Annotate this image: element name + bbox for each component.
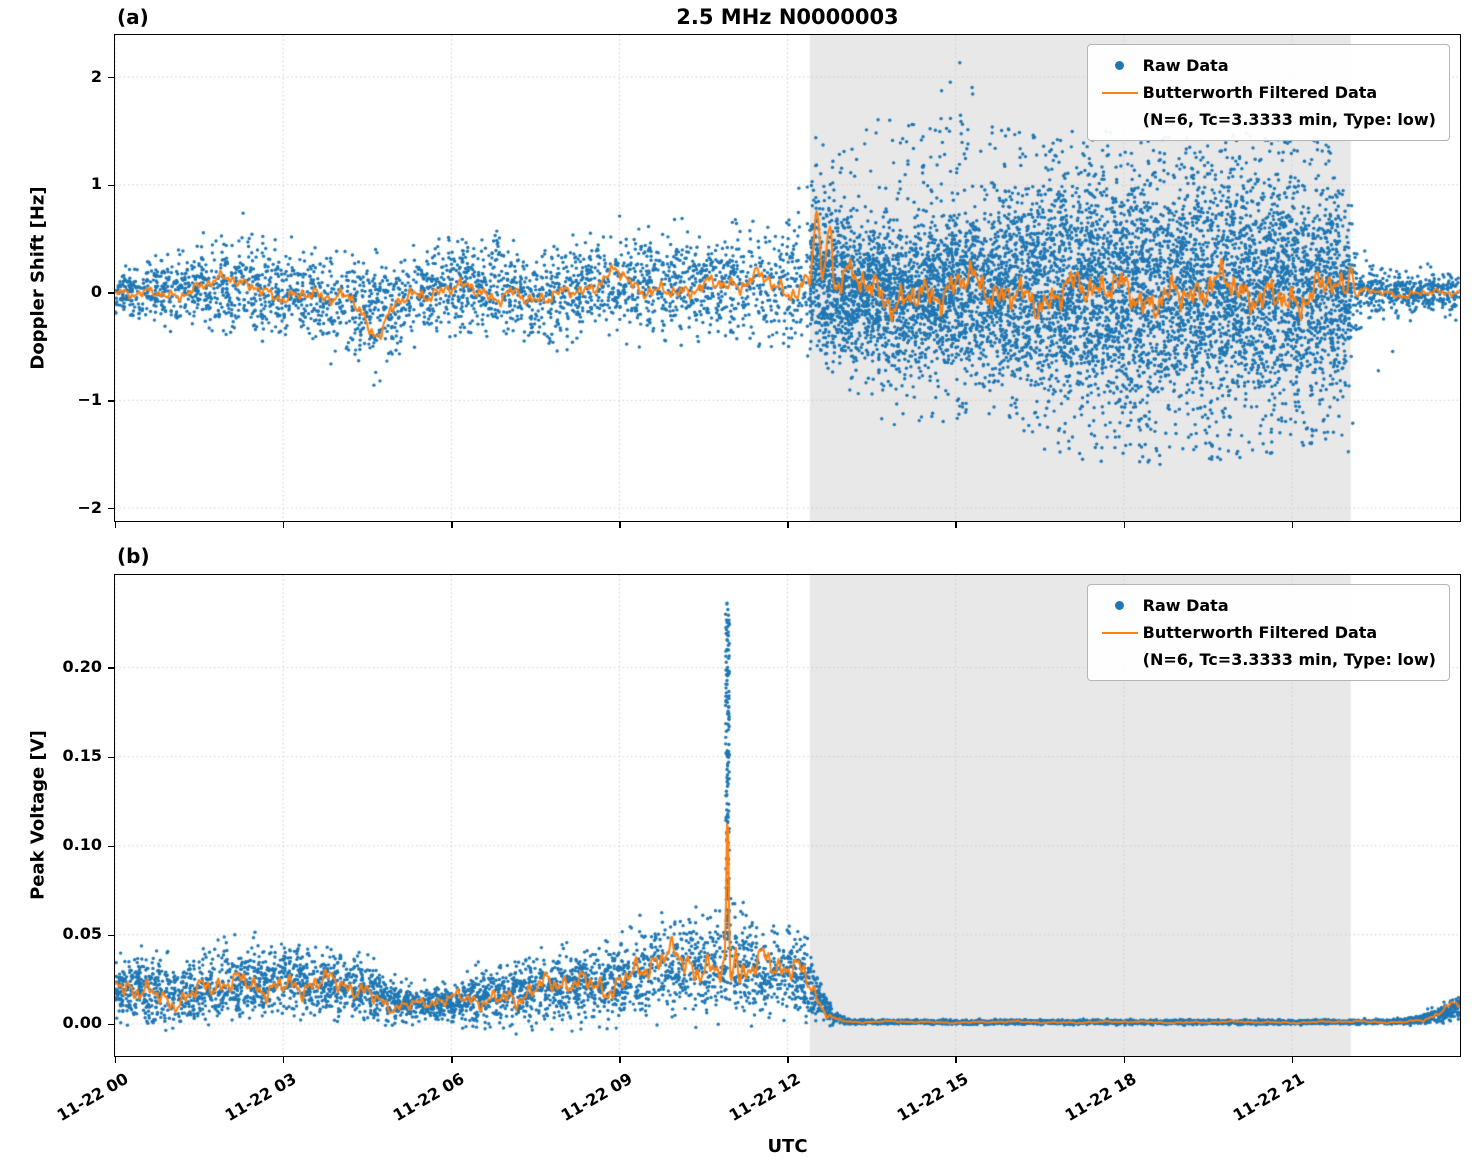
y-tick-label: 0.20 — [62, 657, 102, 677]
x-tick-mark — [1123, 521, 1126, 528]
filtered-line-marker — [1101, 91, 1138, 94]
panel-a-label: (a) — [117, 5, 149, 29]
legend-filtered-sublabel: (N=6, Tc=3.3333 min, Type: low) — [1142, 109, 1436, 129]
x-tick-mark — [955, 521, 957, 528]
x-tick-label: 11-22 00 — [53, 1068, 131, 1125]
figure-title: 2.5 MHz N0000003 — [676, 5, 899, 29]
y-tick-mark — [108, 1023, 114, 1026]
legend-row-filtered: Butterworth Filtered Data — [1097, 79, 1436, 106]
y-tick-mark — [108, 756, 114, 758]
x-tick-mark — [451, 521, 453, 528]
x-tick-mark — [1123, 1056, 1126, 1063]
x-tick-mark — [619, 1056, 621, 1063]
y-tick-label: 0 — [90, 282, 102, 302]
y-tick-mark — [108, 845, 114, 848]
x-tick-mark — [114, 1056, 117, 1063]
x-tick-mark — [787, 1056, 789, 1063]
legend-raw-label: Raw Data — [1142, 595, 1229, 615]
y-tick-label: 0.15 — [62, 746, 102, 766]
y-tick-label: 0.10 — [62, 835, 102, 855]
y-axis-label-doppler: Doppler Shift [Hz] — [27, 186, 49, 370]
x-tick-mark — [282, 521, 285, 528]
x-tick-mark — [1291, 1056, 1294, 1063]
y-tick-mark — [108, 76, 114, 79]
y-tick-label: 2 — [90, 66, 102, 86]
y-tick-label: −2 — [77, 497, 102, 517]
x-tick-mark — [787, 521, 789, 528]
legend-row-raw: Raw Data — [1097, 52, 1436, 79]
legend-panel-a: Raw Data Butterworth Filtered Data (N=6,… — [1086, 44, 1450, 141]
legend-filtered-label: Butterworth Filtered Data — [1142, 82, 1378, 102]
y-tick-label: 0.05 — [62, 924, 102, 944]
x-axis-label: UTC — [767, 1136, 808, 1157]
legend-raw-label: Raw Data — [1142, 55, 1229, 75]
y-tick-mark — [108, 507, 114, 510]
y-tick-mark — [108, 400, 114, 402]
panel-a-axes: Raw Data Butterworth Filtered Data (N=6,… — [114, 34, 1461, 522]
y-tick-label: −1 — [77, 389, 102, 409]
legend-row-filtered-params: (N=6, Tc=3.3333 min, Type: low) — [1097, 106, 1436, 133]
y-tick-mark — [108, 934, 114, 937]
y-tick-mark — [108, 184, 114, 187]
legend-row-filtered: Butterworth Filtered Data — [1097, 619, 1436, 646]
filtered-line-marker — [1101, 631, 1138, 634]
x-tick-mark — [955, 1056, 957, 1063]
panel-b-axes: Raw Data Butterworth Filtered Data (N=6,… — [114, 574, 1461, 1057]
x-tick-mark — [1291, 521, 1294, 528]
legend-filtered-label: Butterworth Filtered Data — [1142, 622, 1378, 642]
x-tick-mark — [619, 521, 621, 528]
y-tick-label: 1 — [90, 174, 102, 194]
y-tick-mark — [108, 292, 114, 294]
legend-panel-b: Raw Data Butterworth Filtered Data (N=6,… — [1086, 584, 1450, 681]
x-tick-mark — [282, 1056, 285, 1063]
raw-data-dot-marker — [1115, 601, 1125, 610]
x-tick-mark — [114, 521, 117, 528]
y-tick-mark — [108, 667, 114, 669]
legend-row-filtered-params: (N=6, Tc=3.3333 min, Type: low) — [1097, 646, 1436, 673]
x-tick-mark — [451, 1056, 453, 1063]
legend-row-raw: Raw Data — [1097, 592, 1436, 619]
raw-data-dot-marker — [1115, 61, 1125, 70]
panel-b-label: (b) — [117, 544, 150, 568]
y-tick-label: 0.00 — [62, 1013, 102, 1033]
legend-filtered-sublabel: (N=6, Tc=3.3333 min, Type: low) — [1142, 649, 1436, 669]
